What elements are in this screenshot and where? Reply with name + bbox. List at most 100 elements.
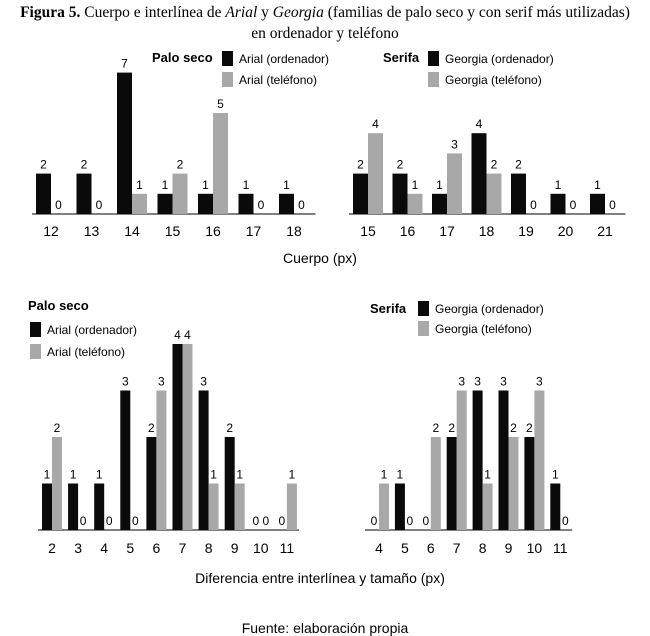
chart-3-bar-7-s1 (456, 390, 467, 530)
chart-1-bar-19-s0 (511, 173, 526, 214)
chart-2-data-label-6-s0: 2 (148, 421, 155, 435)
chart-3-tick-8: 8 (479, 540, 487, 556)
chart-3-data-label-5-s1: 0 (407, 514, 414, 528)
chart-0-bar-14-s0 (117, 72, 132, 214)
chart-0-bar-15-s0 (157, 193, 173, 214)
chart-1-tick-21: 21 (597, 223, 613, 239)
chart-2-legend-swatch-1 (30, 344, 41, 359)
chart-0-data-label-13-s0: 2 (81, 158, 88, 172)
chart-3-data-label-10-s0: 2 (526, 421, 533, 435)
chart-1-tick-20: 20 (558, 223, 574, 239)
chart-1-bar-16-s1 (407, 193, 423, 214)
chart-1-legend-swatch-1 (428, 72, 439, 87)
chart-1-bar-17-s0 (432, 193, 447, 214)
figure-label: Figura 5. (20, 4, 81, 21)
shared-xlabel-bottom: Diferencia entre interlínea y tamaño (px… (195, 570, 445, 586)
chart-0-legend-swatch-1 (222, 72, 233, 87)
chart-1-legend-swatch-0 (428, 51, 439, 66)
chart-2-bar-5-s0 (120, 390, 131, 530)
chart-3-bar-9-s0 (498, 390, 509, 530)
title-mid: y (257, 4, 273, 21)
chart-1-data-label-21-s0: 1 (594, 178, 601, 192)
chart-3-legend-swatch-0 (418, 301, 429, 316)
chart-3-bar-9-s1 (508, 437, 519, 530)
chart-3-bar-11-s0 (550, 483, 561, 530)
chart-2-tick-8: 8 (205, 540, 213, 556)
chart-2-data-label-11-s1: 1 (289, 468, 296, 482)
chart-2-data-label-9-s0: 2 (226, 421, 233, 435)
chart-3-data-label-4-s1: 1 (381, 468, 388, 482)
title-post: (familias de palo seco y con serif más u… (323, 4, 630, 21)
chart-3-bar-10-s0 (524, 437, 535, 530)
chart-0-bar-16-s1 (213, 113, 228, 214)
chart-1-tick-19: 19 (518, 223, 534, 239)
chart-2-tick-7: 7 (179, 540, 187, 556)
chart-0-tick-15: 15 (165, 223, 181, 239)
chart-3-data-label-6-s0: 0 (422, 514, 429, 528)
title-font-b: Georgia (272, 4, 324, 21)
chart-0-bar-12-s0 (36, 173, 51, 214)
chart-0-bar-13-s0 (76, 173, 92, 214)
chart-0-data-label-14-s0: 7 (121, 57, 128, 71)
chart-0-bar-17-s0 (238, 193, 254, 214)
chart-0-tick-12: 12 (43, 223, 59, 239)
chart-0-data-label-18-s1: 0 (298, 198, 305, 212)
chart-2-bar-6-s0 (146, 437, 157, 530)
chart-2-bar-2-s1 (52, 437, 62, 530)
chart-2-tick-5: 5 (126, 540, 134, 556)
chart-1-legend-label-1: Georgia (teléfono) (445, 73, 542, 87)
chart-2-bar-8-s1 (208, 483, 219, 530)
chart-2-tick-11: 11 (280, 540, 295, 556)
chart-2-data-label-5-s0: 3 (122, 375, 129, 389)
chart-1-data-label-16-s0: 2 (397, 158, 404, 172)
chart-2-data-label-6-s1: 3 (158, 375, 165, 389)
chart-2-tick-3: 3 (74, 540, 82, 556)
chart-3-data-label-9-s1: 2 (510, 421, 517, 435)
chart-0-data-label-15-s1: 2 (177, 158, 184, 172)
chart-2-bar-11-s1 (286, 483, 297, 530)
chart-1-bar-15-s1 (368, 133, 383, 214)
chart-1-data-label-18-s0: 4 (476, 117, 483, 131)
chart-3-data-label-7-s0: 2 (448, 421, 455, 435)
chart-1-tick-16: 16 (400, 223, 416, 239)
chart-0-tick-17: 17 (246, 223, 262, 239)
chart-2-tick-9: 9 (231, 540, 239, 556)
chart-2-bar-7-s0 (172, 344, 183, 530)
chart-2-data-label-3-s0: 1 (70, 468, 77, 482)
chart-0-data-label-17-s1: 0 (258, 198, 265, 212)
chart-2-data-label-10-s0: 0 (252, 514, 259, 528)
chart-3-bar-5-s0 (394, 483, 405, 530)
caption-line-2: en ordenador y teléfono (251, 25, 399, 42)
chart-3-data-label-11-s1: 0 (562, 514, 569, 528)
chart-3-data-label-11-s0: 1 (552, 468, 559, 482)
chart-1-legend-label-0: Georgia (ordenador) (445, 52, 554, 66)
chart-2-tick-4: 4 (100, 540, 108, 556)
chart-3-data-label-10-s1: 3 (536, 375, 543, 389)
chart-2-data-label-8-s0: 3 (200, 375, 207, 389)
chart-3-tick-6: 6 (427, 540, 435, 556)
chart-0-tick-16: 16 (205, 223, 221, 239)
chart-2-tick-6: 6 (153, 540, 161, 556)
chart-2-data-label-7-s0: 4 (174, 328, 181, 342)
chart-3-legend-label-0: Georgia (ordenador) (435, 302, 544, 316)
chart-1-data-label-19-s1: 0 (530, 198, 537, 212)
chart-3-data-label-6-s1: 2 (432, 421, 439, 435)
chart-3-data-label-8-s1: 1 (484, 468, 491, 482)
chart-2-group-title: Palo seco (28, 298, 89, 313)
chart-0-legend-swatch-0 (222, 51, 233, 66)
chart-1-tick-18: 18 (479, 223, 495, 239)
chart-0-data-label-17-s0: 1 (243, 178, 250, 192)
chart-1-tick-15: 15 (360, 223, 376, 239)
chart-1-bar-21-s0 (590, 193, 605, 214)
chart-2-data-label-2-s1: 2 (54, 421, 61, 435)
chart-3-tick-9: 9 (505, 540, 513, 556)
chart-2-data-label-9-s1: 1 (236, 468, 243, 482)
chart-3-bar-6-s1 (430, 437, 441, 530)
chart-1-data-label-16-s1: 1 (412, 178, 419, 192)
chart-1-data-label-21-s1: 0 (609, 198, 616, 212)
chart-2-tick-10: 10 (253, 540, 269, 556)
chart-1-data-label-20-s0: 1 (555, 178, 562, 192)
title-font-a: Arial (225, 4, 258, 21)
chart-2-data-label-5-s1: 0 (132, 514, 139, 528)
